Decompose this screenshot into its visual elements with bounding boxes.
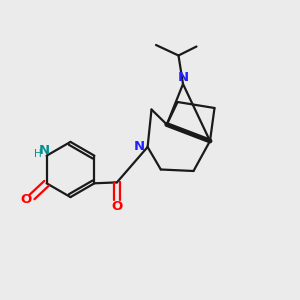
Text: O: O xyxy=(111,200,122,213)
Text: N: N xyxy=(39,143,50,157)
Text: H: H xyxy=(34,149,41,159)
Text: N: N xyxy=(177,71,189,84)
Text: O: O xyxy=(20,193,31,206)
Text: N: N xyxy=(134,140,145,154)
